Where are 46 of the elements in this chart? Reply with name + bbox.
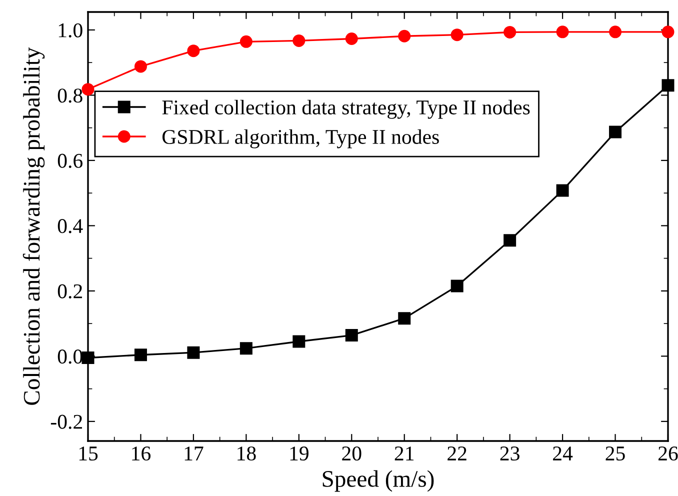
legend-label: GSDRL algorithm, Type II nodes	[162, 129, 439, 148]
x-tick-label: 15	[79, 446, 98, 461]
point	[450, 28, 464, 42]
x-tick-label: 16	[132, 446, 151, 461]
point	[504, 26, 516, 38]
point	[82, 83, 94, 96]
point	[556, 184, 569, 197]
point	[450, 280, 464, 292]
x-tick-label: 20	[342, 446, 362, 461]
point	[345, 329, 358, 342]
legend-label: Fixed collection data strategy, Type II nodes	[162, 100, 530, 119]
point	[504, 234, 516, 247]
y-tick-label: 0.2	[58, 284, 82, 298]
x-tick-label: 24	[553, 446, 573, 460]
x-tick-label: 18	[238, 446, 256, 461]
point	[240, 342, 252, 355]
point	[662, 79, 674, 92]
point	[609, 126, 622, 138]
y-tick-label: 0.6	[58, 154, 83, 168]
point	[187, 44, 200, 58]
x-tick-label: 17	[184, 446, 204, 460]
x-tick-label: 23	[500, 446, 520, 461]
point	[134, 60, 147, 73]
point	[134, 348, 147, 362]
y-tick-label: 0.4	[58, 219, 83, 234]
x-axis-title: Speed (m/s)	[322, 470, 434, 492]
x-tick-label: 19	[290, 446, 308, 461]
x-tick-label: 21	[394, 446, 414, 460]
point	[398, 312, 411, 325]
point	[292, 335, 306, 348]
point	[345, 32, 358, 45]
point	[187, 346, 200, 359]
point	[662, 26, 674, 38]
y-axis-title: Collection and forwarding probability	[22, 47, 45, 405]
x-tick-label: 25	[606, 446, 625, 461]
point	[556, 26, 569, 38]
x-tick-label: 22	[448, 446, 466, 460]
point	[292, 34, 306, 47]
y-tick-label: 0.0	[58, 350, 82, 364]
point	[609, 26, 622, 38]
x-tick-label: 26	[658, 446, 678, 461]
y-tick-label: -0.2	[50, 414, 82, 429]
point	[398, 30, 411, 42]
point	[240, 35, 252, 48]
y-tick-label: 0.8	[58, 88, 82, 103]
y-tick-label: 1.0	[58, 23, 82, 38]
